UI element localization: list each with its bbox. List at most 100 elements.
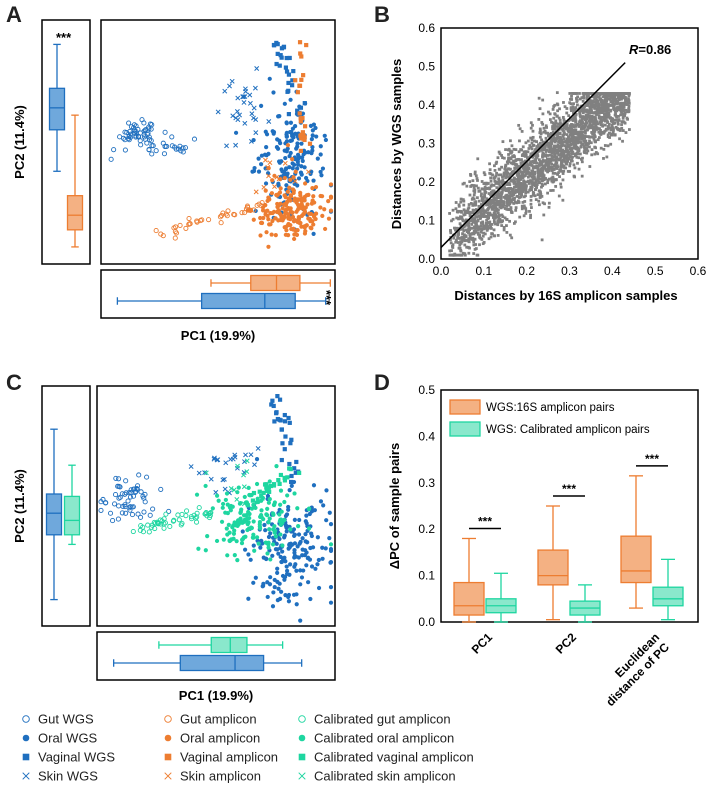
- b-scatter-point: [526, 190, 530, 194]
- a-oral-wgs-point: [318, 144, 323, 149]
- b-scatter-point: [556, 143, 560, 147]
- b-scatter-point: [583, 105, 586, 108]
- b-scatter-point: [624, 108, 628, 112]
- a-oral-amplicon-point: [320, 213, 325, 218]
- a-skin-amplicon-point: [274, 174, 280, 180]
- c-gut-calibrated-point: [146, 529, 152, 535]
- a-gut-amplicon-point: [219, 212, 225, 219]
- a-oral-amplicon-point: [292, 236, 297, 242]
- a-oral-wgs-point: [311, 178, 316, 183]
- a-vaginal-wgs-point: [290, 83, 295, 88]
- b-scatter-point: [488, 168, 492, 172]
- b-scatter-point: [524, 185, 528, 189]
- c-oral-wgs-point: [328, 560, 334, 565]
- c-oral-wgs-point: [276, 551, 281, 556]
- a-gut-wgs-point: [161, 151, 167, 157]
- b-scatter-point: [590, 102, 594, 106]
- b-scatter-point: [547, 145, 550, 149]
- b-scatter-point: [497, 179, 501, 183]
- c-oral-wgs-point: [298, 539, 303, 545]
- b-scatter-point: [533, 194, 537, 198]
- c-oral-wgs-point: [280, 556, 286, 561]
- b-scatter-point: [529, 160, 533, 164]
- a-oral-amplicon-point: [283, 208, 288, 214]
- b-scatter-point: [509, 151, 513, 155]
- b-scatter-point: [492, 194, 496, 198]
- b-scatter-point: [532, 182, 536, 185]
- b-scatter-point: [553, 152, 557, 156]
- b-scatter-point: [506, 202, 509, 206]
- c-oral-calibrated-point: [265, 506, 270, 511]
- b-scatter-point: [596, 138, 600, 142]
- b-scatter-point: [530, 180, 534, 184]
- b-scatter-point: [561, 172, 565, 175]
- c-oral-calibrated-point: [228, 508, 233, 513]
- b-scatter-point: [457, 230, 460, 234]
- b-x-tick-label: 0.1: [475, 264, 492, 278]
- b-scatter-point: [502, 202, 506, 206]
- b-scatter-point: [557, 153, 561, 157]
- b-scatter-point: [532, 177, 535, 181]
- b-scatter-point: [530, 206, 533, 209]
- b-scatter-point: [475, 177, 479, 180]
- a-skin-wgs-point: [242, 86, 248, 92]
- c-oral-calibrated-point: [263, 540, 268, 545]
- a-oral-wgs-point: [293, 157, 298, 162]
- b-scatter-point: [619, 108, 623, 112]
- a-vaginal-amplicon-point: [300, 130, 305, 135]
- d-y-tick-label: 0.2: [418, 522, 435, 536]
- c-gut-wgs-point: [116, 483, 122, 490]
- b-scatter-point: [542, 213, 546, 217]
- b-scatter-point: [588, 139, 591, 143]
- c-oral-calibrated-point: [210, 506, 215, 511]
- b-scatter-point: [613, 97, 617, 100]
- d-significance-label: ***: [645, 452, 659, 466]
- d-boxplots: [453, 475, 684, 623]
- c-oral-calibrated-point: [238, 500, 243, 506]
- c-oral-calibrated-point: [278, 502, 283, 507]
- b-scatter-point: [547, 205, 551, 209]
- b-scatter-point: [538, 203, 541, 207]
- b-scatter-point: [615, 101, 618, 104]
- c-oral-calibrated-point: [216, 498, 221, 503]
- b-scatter-point: [603, 144, 607, 147]
- b-scatter-point: [556, 137, 560, 140]
- a-skin-wgs-point: [249, 111, 255, 117]
- c-oral-wgs-point: [328, 600, 334, 605]
- legend-item-label: Vaginal WGS: [38, 750, 115, 765]
- b-scatter-point: [464, 228, 468, 232]
- b-scatter-point: [571, 119, 575, 122]
- b-scatter-point: [467, 203, 471, 206]
- b-scatter-point: [529, 145, 533, 149]
- a-gut-wgs-point: [172, 144, 178, 150]
- b-scatter-point: [490, 223, 494, 226]
- a-vaginal-amplicon-point: [302, 137, 307, 143]
- c-oral-wgs-point: [266, 534, 272, 540]
- b-scatter-point: [481, 220, 485, 224]
- b-scatter-point: [498, 217, 502, 221]
- b-scatter-point: [597, 114, 601, 118]
- b-scatter-point: [538, 141, 542, 145]
- b-scatter-point: [622, 105, 626, 109]
- b-scatter-point: [561, 134, 565, 138]
- b-scatter-point: [553, 164, 556, 168]
- c-vaginal-calibrated-point: [257, 489, 262, 494]
- b-scatter-point: [601, 123, 604, 127]
- a-oral-amplicon-point: [286, 232, 291, 238]
- b-scatter-point: [559, 182, 563, 186]
- b-scatter-point: [478, 243, 481, 247]
- b-scatter-point: [449, 229, 452, 233]
- b-scatter-point: [520, 193, 524, 197]
- a-oral-wgs-point: [251, 137, 256, 143]
- a-vaginal-amplicon-point: [298, 116, 303, 121]
- a-gut-amplicon-point: [171, 225, 177, 231]
- c-oral-calibrated-point: [254, 500, 259, 505]
- b-scatter-point: [590, 148, 594, 152]
- b-scatter-point: [495, 171, 498, 175]
- b-scatter-point: [574, 136, 578, 139]
- c-oral-wgs-point: [300, 536, 305, 541]
- b-scatter-point: [470, 232, 474, 236]
- b-scatter-point: [481, 208, 485, 212]
- b-scatter-point: [472, 184, 476, 187]
- b-scatter-point: [529, 136, 533, 140]
